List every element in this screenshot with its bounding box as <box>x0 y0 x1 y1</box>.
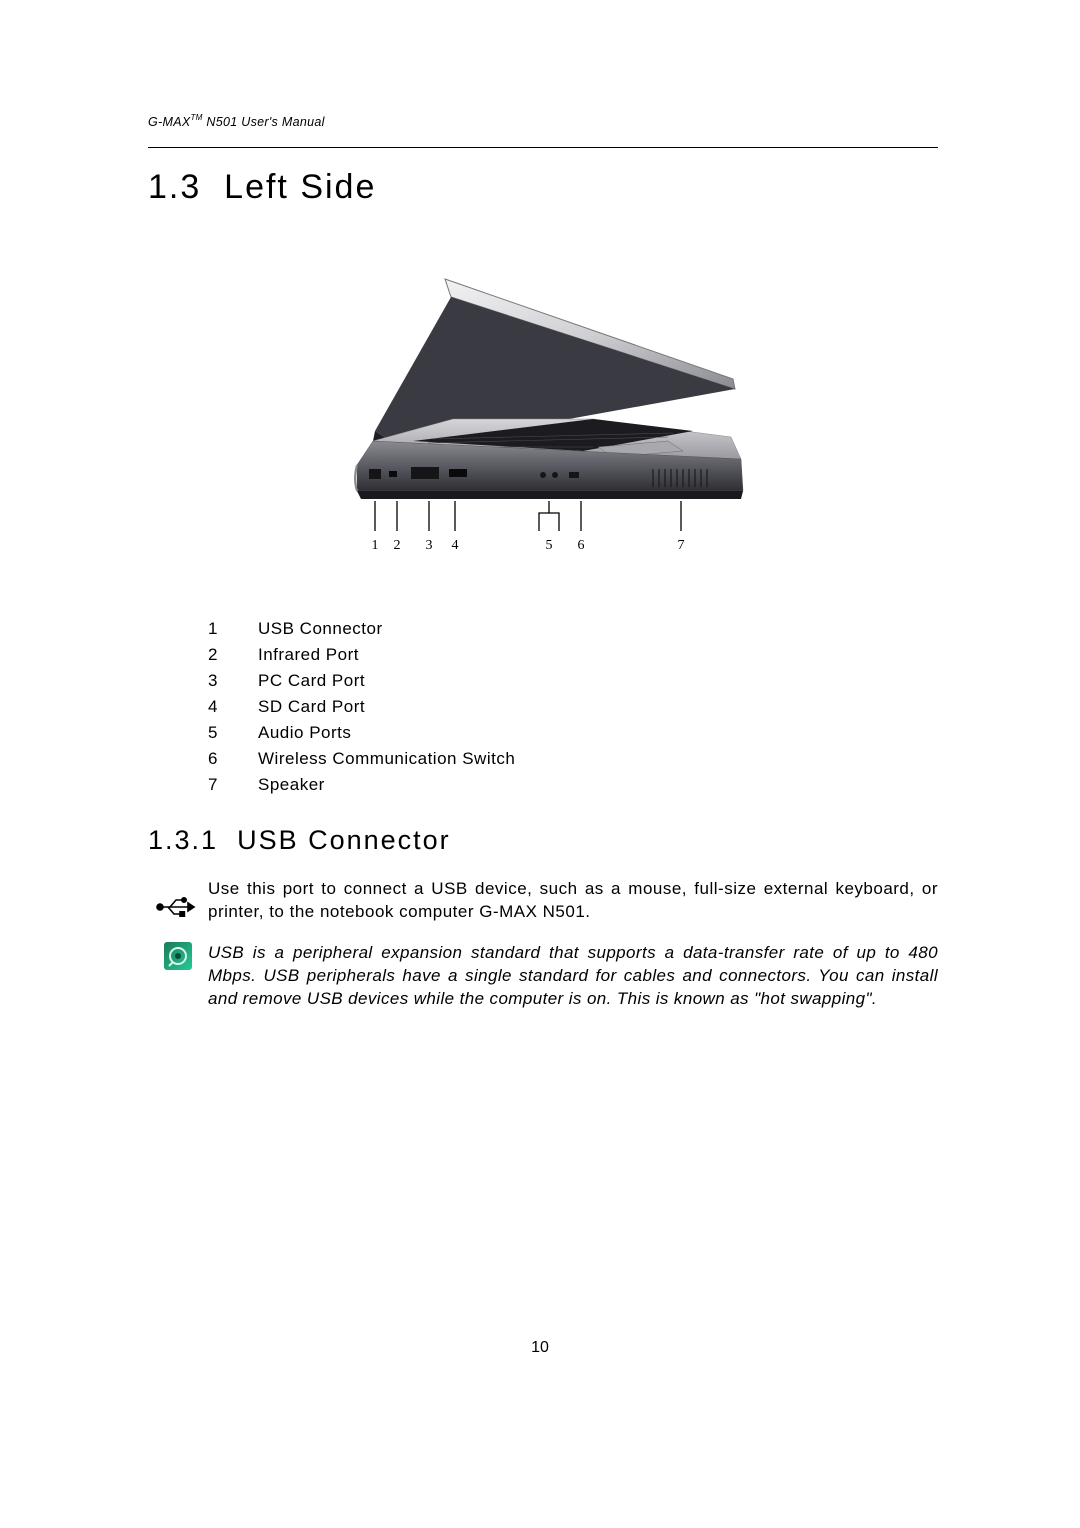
body-block: Use this port to connect a USB device, s… <box>148 878 938 924</box>
header-rule <box>148 147 938 148</box>
note-paragraph: USB is a peripheral expansion standard t… <box>208 942 938 1011</box>
page-number: 10 <box>0 1339 1080 1357</box>
legend-num: 4 <box>208 697 258 717</box>
subsection-title: USB Connector <box>237 825 451 855</box>
callout-2: 2 <box>394 538 401 553</box>
legend-num: 5 <box>208 723 258 743</box>
callout-6: 6 <box>578 538 585 553</box>
legend-list: 1 USB Connector 2 Infrared Port 3 PC Car… <box>208 619 938 795</box>
section-heading: 1.3 Left Side <box>148 168 938 207</box>
subsection-heading: 1.3.1 USB Connector <box>148 825 938 856</box>
callout-7: 7 <box>678 538 685 553</box>
section-number: 1.3 <box>148 168 201 206</box>
subsection-number: 1.3.1 <box>148 825 218 855</box>
legend-row: 2 Infrared Port <box>208 645 938 665</box>
callout-5: 5 <box>546 538 553 553</box>
legend-num: 3 <box>208 671 258 691</box>
header-suffix: N501 User's Manual <box>203 115 325 129</box>
figure-left-side: 1 2 3 4 5 6 7 <box>148 269 938 579</box>
note-block: USB is a peripheral expansion standard t… <box>148 942 938 1011</box>
legend-num: 2 <box>208 645 258 665</box>
legend-row: 3 PC Card Port <box>208 671 938 691</box>
legend-row: 5 Audio Ports <box>208 723 938 743</box>
legend-label: Audio Ports <box>258 723 351 743</box>
callout-1: 1 <box>372 538 379 553</box>
legend-row: 1 USB Connector <box>208 619 938 639</box>
callout-3: 3 <box>426 538 433 553</box>
legend-num: 6 <box>208 749 258 769</box>
header-tm: TM <box>190 113 202 122</box>
callout-4: 4 <box>452 538 459 553</box>
legend-label: USB Connector <box>258 619 383 639</box>
legend-label: PC Card Port <box>258 671 365 691</box>
manual-page: G-MAXTM N501 User's Manual 1.3 Left Side <box>148 115 938 1011</box>
legend-label: SD Card Port <box>258 697 365 717</box>
running-header: G-MAXTM N501 User's Manual <box>148 115 938 129</box>
legend-row: 7 Speaker <box>208 775 938 795</box>
legend-label: Speaker <box>258 775 325 795</box>
header-prefix: G-MAX <box>148 115 190 129</box>
section-title: Left Side <box>224 168 376 206</box>
legend-num: 7 <box>208 775 258 795</box>
usb-icon <box>148 878 208 918</box>
legend-num: 1 <box>208 619 258 639</box>
legend-label: Wireless Communication Switch <box>258 749 515 769</box>
body-paragraph: Use this port to connect a USB device, s… <box>208 878 938 924</box>
laptop-left-side-illustration: 1 2 3 4 5 6 7 <box>333 269 753 579</box>
legend-row: 6 Wireless Communication Switch <box>208 749 938 769</box>
note-icon <box>148 942 208 970</box>
legend-row: 4 SD Card Port <box>208 697 938 717</box>
legend-label: Infrared Port <box>258 645 359 665</box>
